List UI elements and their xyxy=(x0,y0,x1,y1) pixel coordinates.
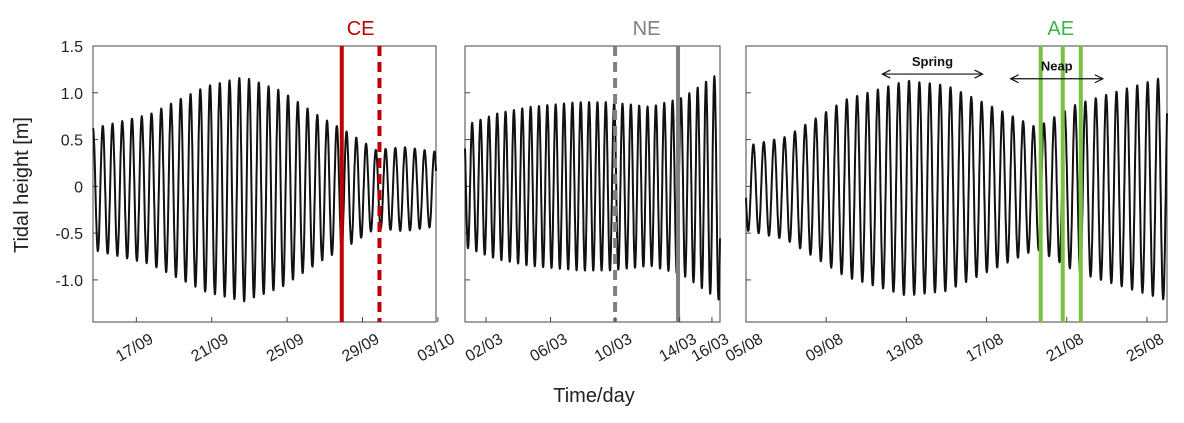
arrow-head-right xyxy=(1094,74,1105,84)
panel-frame xyxy=(745,45,1168,323)
arrow-head-left xyxy=(880,69,891,79)
y-tick-label: 1.5 xyxy=(61,39,83,56)
panel-frame xyxy=(92,45,437,323)
arrow-head-left xyxy=(1009,74,1019,84)
x-tick-label: 25/08 xyxy=(1124,331,1167,366)
x-tick-label: 13/08 xyxy=(883,331,926,366)
x-tick-label: 03/10 xyxy=(415,331,458,366)
annotation-label: Spring xyxy=(912,54,953,69)
x-tick-label: 09/08 xyxy=(803,331,846,366)
x-tick-label: 10/03 xyxy=(592,331,635,366)
x-tick-label: 06/03 xyxy=(527,331,570,366)
x-tick-label: 02/03 xyxy=(463,331,506,366)
annotation-label: Neap xyxy=(1041,59,1073,74)
tidal-height-series xyxy=(92,77,437,303)
y-tick-label: 0.5 xyxy=(61,133,83,150)
panel-ae: 05/08 09/08 13/08 17/08 21/08 25/08 AE Spring Ne… xyxy=(723,18,1168,366)
chart-panels: 1.5 1.0 0.5 0 -0.5 -1.0 17/09 21/09 25/09 29/09 03… xyxy=(55,18,1168,366)
arrow-head-right xyxy=(974,69,984,79)
tidal-height-series xyxy=(745,77,1168,301)
x-tick-label: 29/09 xyxy=(339,331,382,366)
x-tick-label: 21/09 xyxy=(189,331,232,366)
annotation-spring: Spring xyxy=(880,54,984,79)
x-tick-label: 17/08 xyxy=(963,331,1006,366)
x-tick-label: 25/09 xyxy=(264,331,307,366)
x-tick-label: 05/08 xyxy=(723,331,766,366)
annotation-neap: Neap xyxy=(1009,59,1105,84)
x-tick-label: 17/09 xyxy=(113,331,156,366)
tidal-height-series xyxy=(464,75,721,301)
y-tick-label: -0.5 xyxy=(55,226,83,243)
panel-title: CE xyxy=(347,18,375,40)
panel-ce: 1.5 1.0 0.5 0 -0.5 -1.0 17/09 21/09 25/09 29/09 03… xyxy=(55,18,458,365)
y-axis-label: Tidal height [m] xyxy=(11,117,33,253)
panel-title: NE xyxy=(633,18,661,40)
panel-title: AE xyxy=(1047,18,1074,40)
y-tick-label: -1.0 xyxy=(55,273,83,290)
x-tick-label: 21/08 xyxy=(1044,331,1087,366)
x-axis-label: Time/day xyxy=(553,385,635,407)
y-tick-label: 0 xyxy=(74,179,83,196)
y-tick-label: 1.0 xyxy=(61,86,83,103)
